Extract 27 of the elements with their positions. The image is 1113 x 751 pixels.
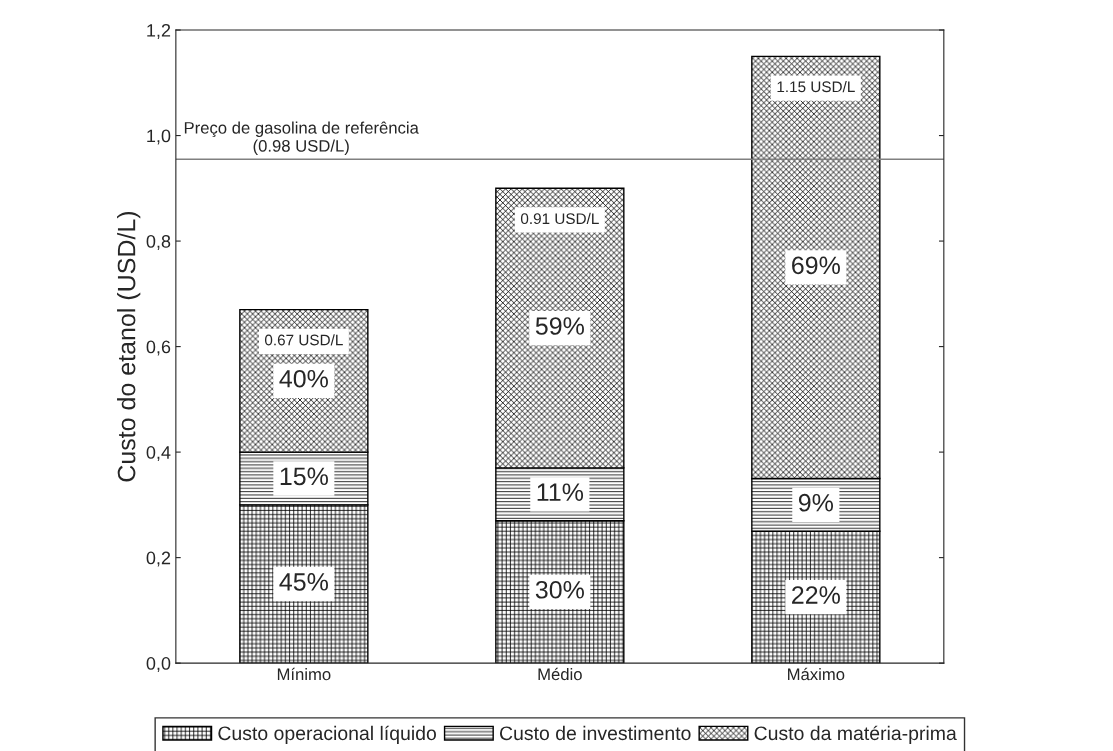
ref-line-label: Preço de gasolina de referência (0.98 USD/L) xyxy=(184,121,419,156)
annotation: 40% xyxy=(279,369,328,388)
total-label: 0.91 USD/L xyxy=(520,212,599,225)
total-label: 1.15 USD/L xyxy=(777,80,855,93)
x-tick-label: Mínimo xyxy=(277,667,331,681)
annotation: 15% xyxy=(280,467,328,486)
total-label: 0.67 USD/L xyxy=(264,334,343,346)
legend-label: Custo da matéria-prima xyxy=(754,725,957,744)
annotation: 59% xyxy=(535,317,584,335)
y-tick-label: 0,0 xyxy=(146,657,171,672)
annotation: 30% xyxy=(535,580,584,599)
legend-label: Custo de investimento xyxy=(500,725,691,741)
y-tick-label: 0,2 xyxy=(146,551,171,567)
y-tick-label: 0,4 xyxy=(146,446,171,461)
legend-label: Custo operacional líquido xyxy=(218,725,436,744)
y-tick-label: 1,0 xyxy=(147,129,171,145)
y-tick-label: 0,8 xyxy=(146,235,171,250)
y-tick-label: 1,2 xyxy=(147,23,171,39)
annotation: 11% xyxy=(537,483,584,501)
annotation: 22% xyxy=(792,586,840,604)
x-tick-label: Máximo xyxy=(788,667,845,681)
y-axis-title: Custo do etanol (USD/L) xyxy=(117,211,141,482)
annotation: 69% xyxy=(792,256,840,275)
annotation: 45% xyxy=(279,573,328,591)
annotation: 9% xyxy=(798,493,834,512)
x-tick-label: Médio xyxy=(538,667,582,681)
y-tick-label: 0,6 xyxy=(146,340,171,356)
